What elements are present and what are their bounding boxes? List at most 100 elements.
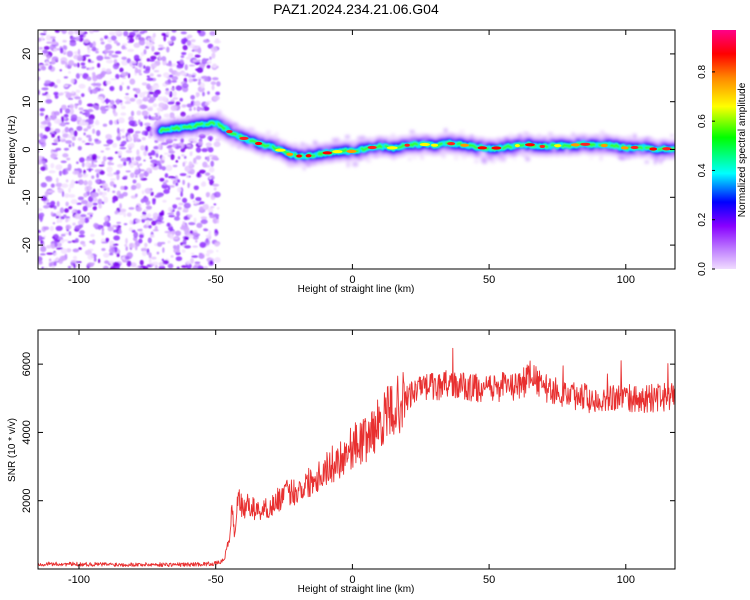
noise-speckle <box>91 262 95 265</box>
noise-speckle <box>139 234 144 239</box>
ridge-speckle <box>311 158 316 163</box>
ridge-speckle <box>661 157 666 161</box>
noise-speckle <box>163 113 171 118</box>
noise-speckle <box>191 74 196 78</box>
noise-speckle <box>180 137 184 144</box>
noise-speckle <box>43 226 50 231</box>
noise-speckle <box>183 202 191 209</box>
noise-speckle <box>150 191 154 196</box>
noise-speckle <box>208 60 212 65</box>
noise-speckle <box>128 120 136 126</box>
noise-speckle <box>68 193 76 198</box>
noise-speckle <box>90 192 98 199</box>
noise-speckle <box>38 155 43 161</box>
noise-speckle <box>101 161 106 166</box>
noise-speckle <box>75 36 80 42</box>
ridge-speckle <box>299 162 304 168</box>
noise-speckle <box>75 73 81 79</box>
noise-speckle <box>41 87 49 91</box>
noise-speckle <box>77 146 82 151</box>
noise-speckle <box>74 238 79 243</box>
noise-speckle <box>203 228 209 232</box>
noise-speckle <box>56 79 61 84</box>
noise-speckle <box>115 98 121 105</box>
ridge-speckle <box>593 148 598 152</box>
snr-x-label: Height of straight line (km) <box>298 584 415 595</box>
ridge-speckle <box>210 129 217 134</box>
chart-title: PAZ1.2024.234.21.06.G04 <box>273 1 439 17</box>
noise-speckle <box>186 174 190 178</box>
noise-speckle <box>54 241 58 248</box>
snr-y-label: SNR (10 * v/v) <box>7 418 18 482</box>
noise-speckle <box>69 40 77 47</box>
noise-speckle <box>61 116 65 123</box>
ridge-speckle <box>441 153 447 159</box>
noise-speckle <box>158 164 163 170</box>
noise-speckle <box>147 98 155 104</box>
noise-speckle <box>207 147 214 153</box>
ridge-speckle <box>266 134 271 140</box>
noise-speckle <box>143 208 149 212</box>
noise-speckle <box>134 175 138 178</box>
noise-speckle <box>46 55 51 60</box>
noise-speckle <box>74 96 81 100</box>
spectrogram-y-tick-label: -10 <box>21 189 33 205</box>
noise-speckle <box>128 37 135 43</box>
noise-speckle <box>158 44 164 48</box>
noise-speckle <box>212 183 220 187</box>
ridge-speckle <box>443 128 448 133</box>
noise-speckle <box>142 196 149 203</box>
noise-speckle <box>212 217 218 224</box>
noise-speckle <box>78 247 82 250</box>
spectrogram-x-label: Height of straight line (km) <box>298 284 415 295</box>
noise-speckle <box>191 232 199 236</box>
ridge-speckle <box>587 134 591 138</box>
noise-speckle <box>128 116 134 122</box>
noise-speckle <box>108 119 113 126</box>
noise-speckle <box>65 179 69 183</box>
noise-speckle <box>123 223 128 226</box>
noise-speckle <box>181 83 189 89</box>
noise-speckle <box>176 266 180 269</box>
noise-speckle <box>50 211 54 216</box>
colorbar: 0.0 0.2 0.4 0.6 0.8 Normalized spectral ampl… <box>697 30 748 276</box>
noise-speckle <box>196 67 204 74</box>
noise-speckle <box>112 224 118 228</box>
noise-speckle <box>155 152 159 158</box>
ridge-speckle <box>357 157 363 161</box>
noise-speckle <box>213 141 221 148</box>
noise-speckle <box>74 213 81 219</box>
ridge-hotspot <box>332 150 343 154</box>
ridge-hotspot <box>447 142 456 146</box>
noise-speckle <box>103 216 109 222</box>
noise-speckle <box>98 204 102 209</box>
noise-speckle <box>92 202 98 206</box>
noise-speckle <box>46 93 51 100</box>
ridge-speckle <box>653 159 658 165</box>
ridge-hotspot <box>386 146 398 150</box>
noise-speckle <box>87 253 94 260</box>
noise-speckle <box>68 60 75 67</box>
noise-speckle <box>67 97 74 100</box>
noise-speckle <box>177 156 181 160</box>
noise-speckle <box>140 265 146 269</box>
ridge-speckle <box>489 159 497 164</box>
ridge-hotspot <box>286 152 294 156</box>
ridge-hotspot <box>226 129 233 134</box>
noise-speckle <box>42 49 48 54</box>
noise-speckle <box>101 201 105 205</box>
noise-speckle <box>158 54 162 61</box>
noise-speckle <box>141 136 146 141</box>
noise-speckle <box>69 103 75 110</box>
noise-speckle <box>188 161 193 168</box>
noise-speckle <box>160 210 165 216</box>
noise-speckle <box>140 214 148 220</box>
noise-speckle <box>100 150 105 153</box>
noise-speckle <box>56 201 60 207</box>
noise-speckle <box>129 172 135 178</box>
noise-speckle <box>172 237 179 240</box>
noise-speckle <box>206 64 211 69</box>
noise-speckle <box>190 141 193 144</box>
noise-speckle <box>188 64 196 67</box>
noise-speckle <box>53 91 59 96</box>
